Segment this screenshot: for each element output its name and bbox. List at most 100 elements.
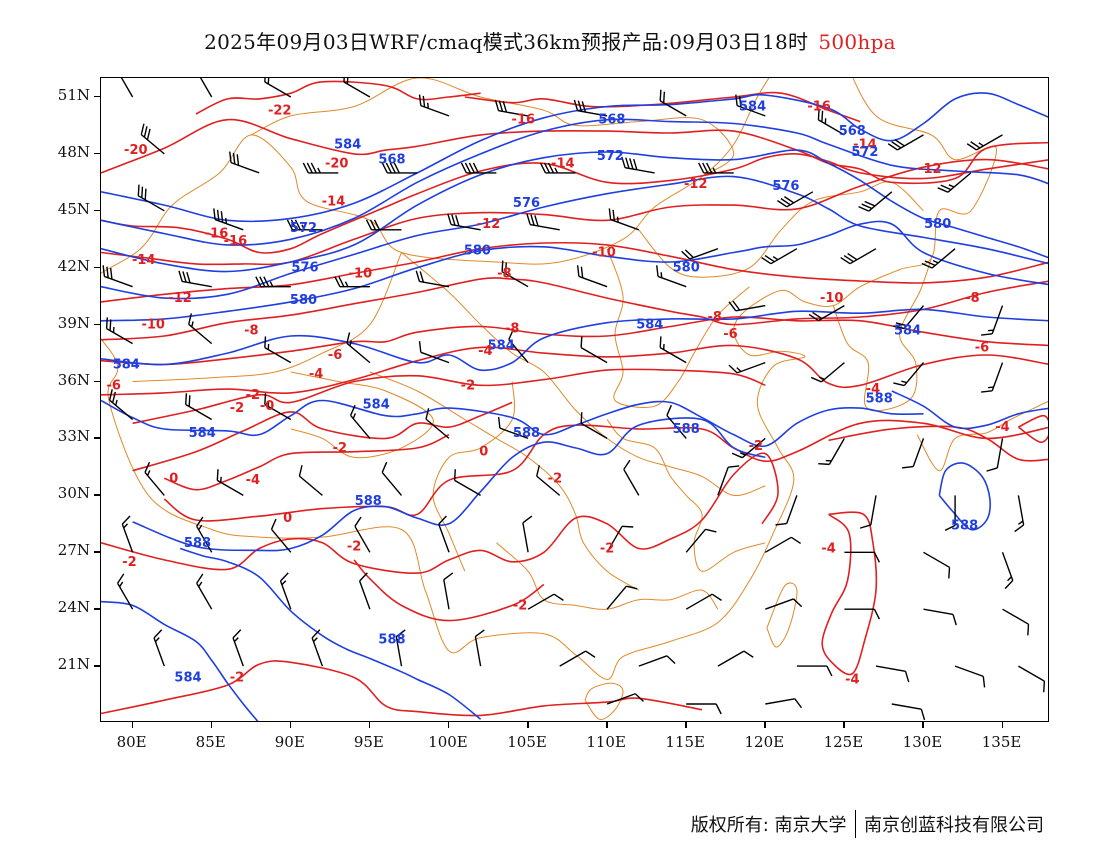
barb-staff [717, 466, 729, 496]
barb-half-feather [112, 326, 115, 333]
barb-half-feather [825, 459, 832, 462]
title-level: 500hpa [818, 30, 896, 54]
barb-feather [263, 276, 270, 288]
barb-feather [840, 256, 851, 265]
barb-half-feather [352, 413, 357, 419]
contour-label: 588 [355, 494, 382, 509]
barb-staff [606, 693, 636, 705]
barb-feather [580, 412, 583, 424]
barb-feather [893, 325, 905, 330]
lat-tick [94, 380, 100, 383]
barb-staff [991, 362, 1004, 392]
barb-feather [580, 336, 583, 348]
barb-feather [534, 215, 539, 227]
barb-feather [526, 213, 531, 225]
contour-label: -12 [918, 162, 942, 177]
barb-feather [508, 329, 514, 340]
wind-barb [765, 598, 803, 610]
barb-staff [954, 665, 984, 678]
contour-label: -6 [328, 348, 342, 363]
barb-feather [794, 698, 803, 709]
barb-staff [606, 525, 623, 553]
barb-feather [858, 205, 870, 212]
barb-feather [102, 265, 106, 277]
lon-tick [1001, 722, 1004, 728]
lon-tick [527, 722, 529, 728]
contour-label: 584 [636, 318, 663, 333]
barb-half-feather [739, 452, 746, 456]
barb-feather [419, 271, 425, 283]
contour-label: -10 [141, 318, 165, 333]
wind-barb [358, 572, 371, 610]
barb-feather [728, 364, 738, 374]
boundary-layer [101, 78, 1048, 720]
barb-feather [873, 551, 881, 563]
barb-feather [460, 162, 468, 174]
barb-feather [302, 162, 309, 174]
temperature-contour [164, 433, 450, 491]
barb-feather [389, 162, 396, 174]
barb-staff [991, 305, 1004, 335]
barb-staff [501, 271, 529, 288]
height-contour [891, 390, 1048, 430]
barb-staff [638, 655, 668, 667]
wind-barb [381, 461, 403, 496]
wind-barb [944, 495, 956, 532]
barb-feather [216, 209, 220, 221]
barb-feather [498, 100, 504, 112]
barb-staff [897, 134, 924, 151]
contour-label: -10 [592, 246, 616, 261]
barb-feather [415, 270, 421, 282]
barb-feather [577, 100, 583, 112]
contour-label: 568 [598, 113, 625, 128]
wind-barb [343, 78, 371, 98]
barb-feather [395, 629, 406, 638]
barb-feather [196, 573, 204, 584]
barb-feather [764, 254, 775, 263]
barb-staff [736, 104, 766, 117]
barb-half-feather [426, 102, 430, 109]
temperature-contour [195, 80, 481, 115]
barb-staff [188, 323, 213, 345]
boundary-taiwan [766, 582, 798, 648]
height-contour [179, 547, 482, 720]
barb-half-feather [554, 167, 559, 174]
contour-label: -12 [477, 217, 501, 232]
wind-barb [887, 134, 924, 151]
contour-label: -10 [349, 266, 373, 281]
barb-feather [144, 461, 151, 473]
wind-barb [659, 89, 687, 117]
wind-barb [573, 99, 608, 117]
footer-divider [854, 810, 856, 838]
barb-feather [146, 128, 151, 140]
barb-staff [903, 362, 925, 387]
barb-feather [255, 276, 262, 288]
contour-label: 0 [169, 471, 178, 486]
contour-label: -2 [513, 598, 527, 613]
wind-barb [606, 525, 634, 553]
barb-staff [358, 580, 371, 610]
wind-barb [298, 465, 323, 496]
contour-label: -8 [244, 323, 258, 338]
wind-barb [686, 703, 722, 715]
barb-feather [705, 528, 717, 533]
barb-staff [196, 582, 213, 610]
wind-barb [731, 437, 766, 459]
contour-label: 588 [951, 519, 978, 534]
barb-feather [472, 162, 480, 174]
barb-staff [527, 593, 555, 610]
wind-barb [817, 108, 845, 136]
contour-label: 588 [378, 633, 405, 648]
lat-tick [94, 323, 100, 326]
barb-feather [494, 99, 500, 111]
height-contour [101, 118, 1048, 246]
barb-staff [578, 275, 608, 288]
lon-tick [764, 722, 766, 728]
wind-barb [494, 99, 529, 117]
barb-staff [685, 528, 707, 553]
barb-feather [633, 158, 638, 170]
barb-staff [264, 403, 292, 421]
height-contour [101, 220, 1048, 322]
barb-feather [793, 598, 803, 608]
